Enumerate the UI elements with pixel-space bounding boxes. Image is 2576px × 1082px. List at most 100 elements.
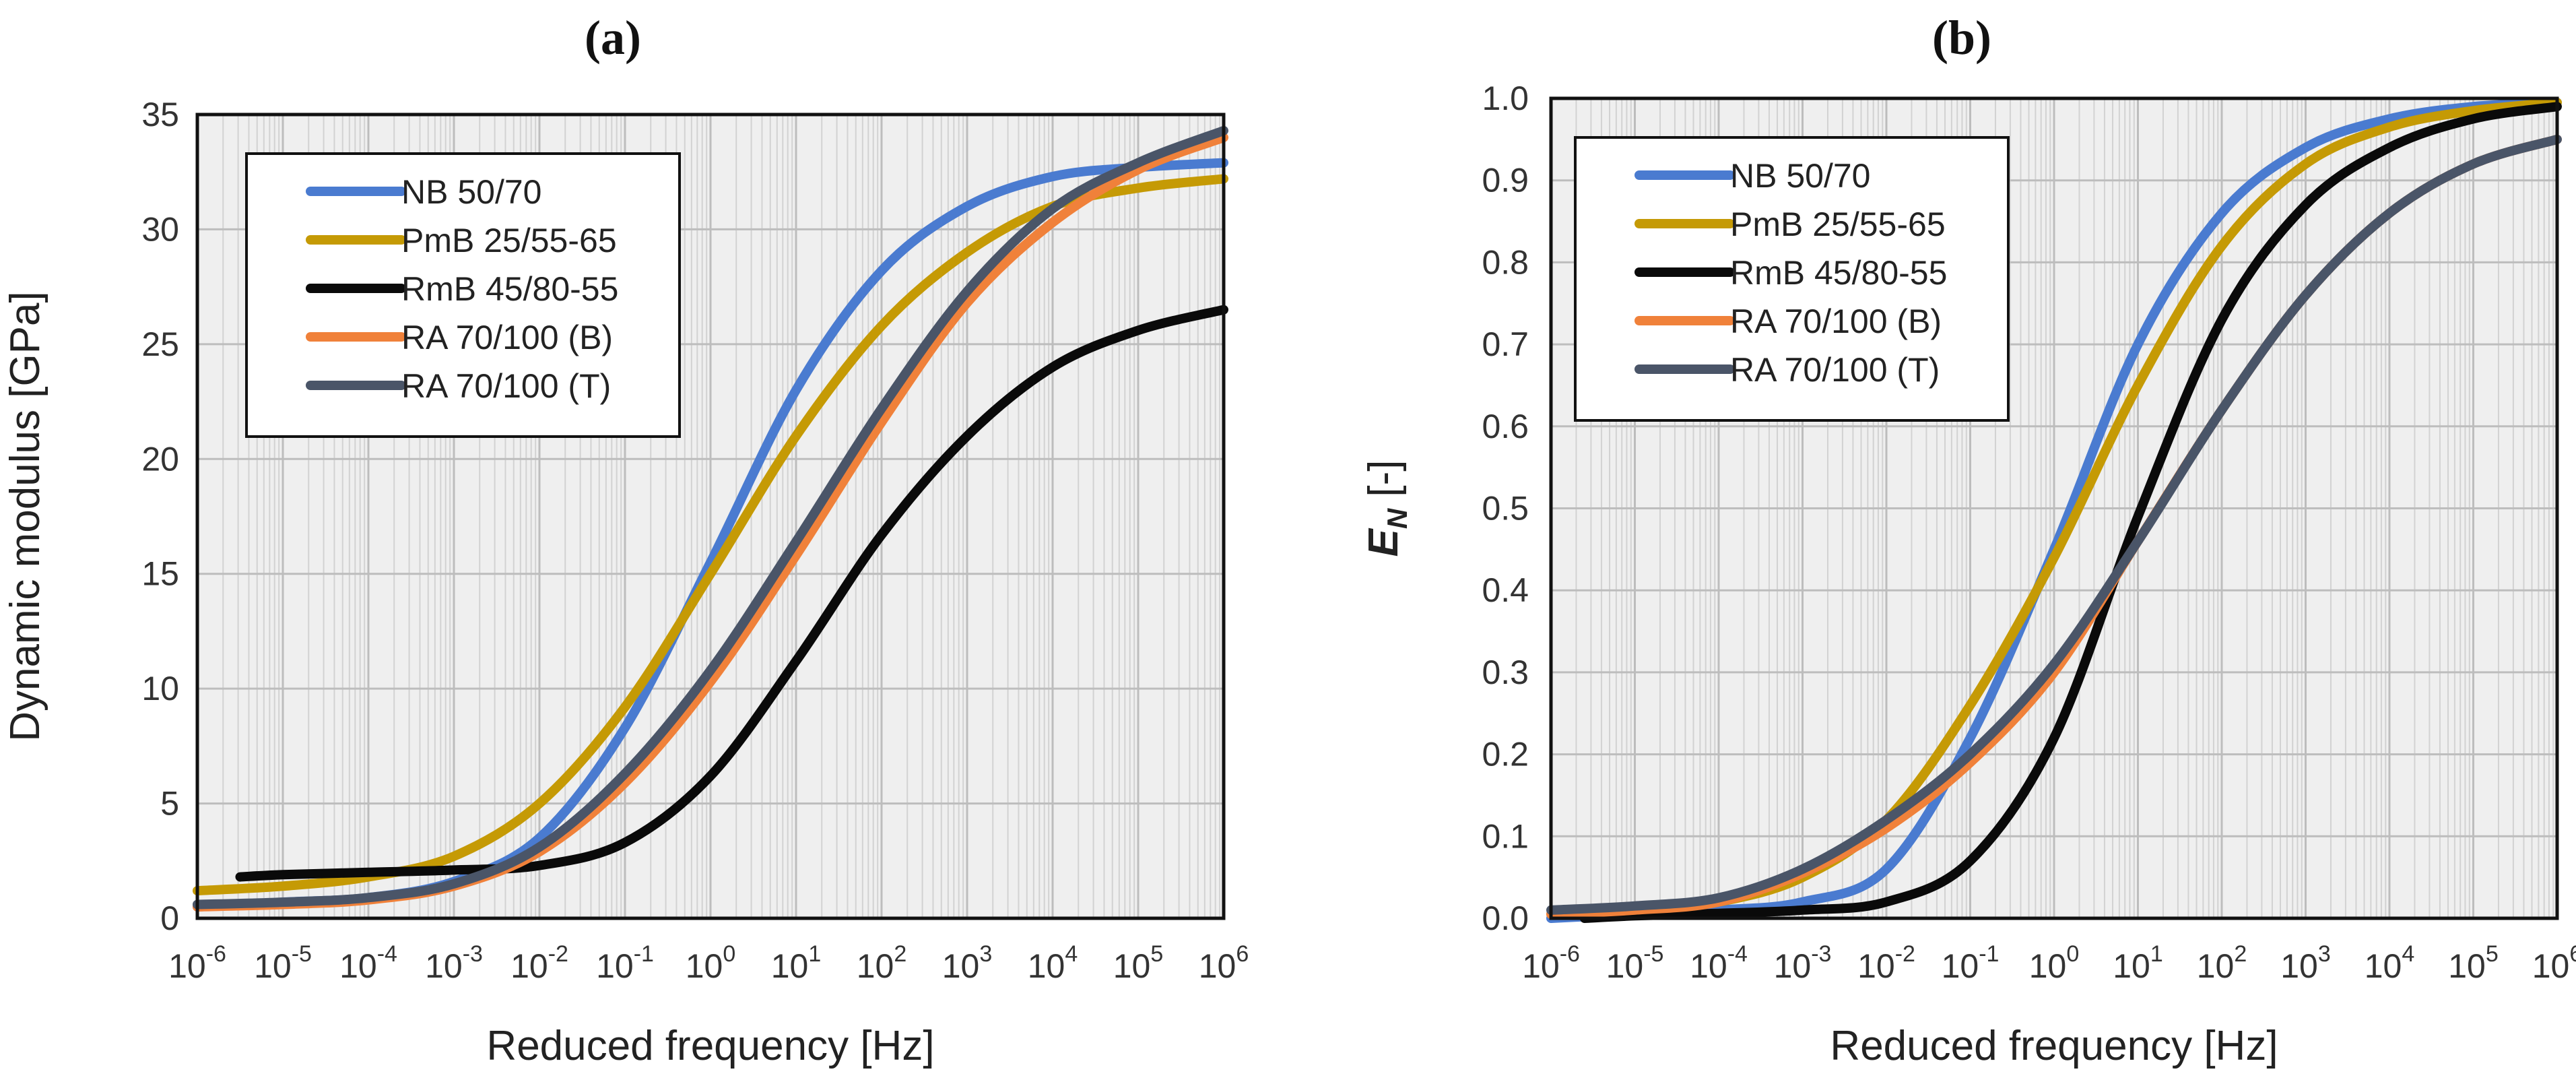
x-tick-base: 10 xyxy=(771,947,809,985)
x-tick-label: 100 xyxy=(686,941,736,985)
legend: NB 50/70 PmB 25/55-65 RmB 45/80-55 RA 70/10… xyxy=(1574,136,2010,422)
legend-label-ra-70-100-t: RA 70/100 (T) xyxy=(401,367,611,405)
x-tick-label: 105 xyxy=(2448,941,2499,985)
x-tick-base: 10 xyxy=(510,947,548,985)
x-tick-label: 102 xyxy=(2197,941,2247,985)
panel-label: (a) xyxy=(585,11,641,65)
x-tick-exponent: -1 xyxy=(1979,941,1999,967)
y-tick-label: 10 xyxy=(141,670,179,707)
x-tick-base: 10 xyxy=(339,947,377,985)
x-tick-label: 10-3 xyxy=(425,941,483,985)
x-tick-label: 10-4 xyxy=(339,941,397,985)
x-tick-base: 10 xyxy=(1690,947,1727,985)
x-tick-base: 10 xyxy=(2532,947,2570,985)
x-tick-label: 101 xyxy=(771,941,822,985)
legend-label-pmb-25-55-65: PmB 25/55-65 xyxy=(401,222,617,259)
x-tick-base: 10 xyxy=(2280,947,2318,985)
x-tick-label: 10-5 xyxy=(254,941,312,985)
y-axis-title-suffix: [-] xyxy=(1360,459,1407,508)
series-lines xyxy=(1546,98,2562,923)
x-tick-exponent: 3 xyxy=(2318,941,2331,967)
x-tick-label: 106 xyxy=(2532,941,2576,985)
x-tick-label: 10-2 xyxy=(1857,941,1915,985)
x-tick-label: 100 xyxy=(2029,941,2080,985)
x-tick-label: 101 xyxy=(2113,941,2163,985)
x-tick-exponent: 0 xyxy=(723,941,735,967)
x-tick-base: 10 xyxy=(1774,947,1812,985)
x-tick-base: 10 xyxy=(2113,947,2150,985)
x-tick-exponent: -4 xyxy=(377,941,397,967)
x-tick-exponent: -3 xyxy=(463,941,483,967)
x-tick-base: 10 xyxy=(168,947,206,985)
x-tick-base: 10 xyxy=(254,947,292,985)
y-tick-label: 20 xyxy=(141,440,179,478)
x-tick-exponent: -6 xyxy=(206,941,226,967)
y-tick-label: 0.6 xyxy=(1482,408,1529,445)
x-tick-base: 10 xyxy=(1606,947,1644,985)
x-tick-base: 10 xyxy=(2197,947,2235,985)
x-tick-exponent: -2 xyxy=(1895,941,1915,967)
legend-label-rmb-45-80-55: RmB 45/80-55 xyxy=(1730,254,1947,292)
x-tick-base: 10 xyxy=(2365,947,2402,985)
x-tick-base: 10 xyxy=(857,947,894,985)
y-tick-label: 0.4 xyxy=(1482,571,1529,609)
legend: NB 50/70 PmB 25/55-65 RmB 45/80-55 RA 70/10… xyxy=(245,152,681,438)
x-tick-base: 10 xyxy=(1028,947,1065,985)
x-tick-label: 10-4 xyxy=(1690,941,1748,985)
y-tick-label: 30 xyxy=(141,210,179,248)
x-tick-exponent: 2 xyxy=(2234,941,2247,967)
y-tick-label: 0.8 xyxy=(1482,243,1529,281)
y-tick-label: 15 xyxy=(141,555,179,593)
x-tick-label: 103 xyxy=(2280,941,2331,985)
x-tick-label: 10-6 xyxy=(1522,941,1580,985)
y-tick-label: 0.1 xyxy=(1482,817,1529,855)
x-tick-exponent: -5 xyxy=(292,941,312,967)
plot-frame xyxy=(195,113,1226,920)
y-tick-label: 0.3 xyxy=(1482,654,1529,691)
x-tick-exponent: 5 xyxy=(2486,941,2499,967)
x-tick-exponent: 4 xyxy=(2402,941,2414,967)
x-tick-label: 10-6 xyxy=(168,941,226,985)
y-axis-title: EN [-] xyxy=(1360,459,1413,556)
x-tick-exponent: 0 xyxy=(2066,941,2079,967)
x-tick-base: 10 xyxy=(2448,947,2486,985)
x-axis-title: Reduced frequency [Hz] xyxy=(1830,1023,2278,1069)
panel-label: (b) xyxy=(1932,11,1991,65)
y-axis-title: Dynamic modulus [GPa] xyxy=(2,291,48,741)
x-tick-label: 104 xyxy=(1028,941,1078,985)
x-tick-exponent: 5 xyxy=(1150,941,1163,967)
series-line-ra-70-100-t xyxy=(1546,134,2562,915)
x-tick-base: 10 xyxy=(425,947,463,985)
x-tick-exponent: -5 xyxy=(1643,941,1663,967)
y-tick-label: 0.2 xyxy=(1482,736,1529,773)
x-tick-base: 10 xyxy=(686,947,723,985)
x-tick-label: 104 xyxy=(2365,941,2415,985)
x-tick-label: 105 xyxy=(1113,941,1164,985)
x-tick-label: 10-1 xyxy=(1942,941,2000,985)
y-tick-label: 0.7 xyxy=(1482,325,1529,363)
y-tick-label: 0 xyxy=(160,899,179,937)
x-tick-exponent: 4 xyxy=(1065,941,1078,967)
series-line-rmb-45-80-55 xyxy=(235,305,1228,882)
legend-label-ra-70-100-b: RA 70/100 (B) xyxy=(1730,303,1942,340)
x-tick-base: 10 xyxy=(1199,947,1236,985)
x-tick-exponent: 6 xyxy=(1236,941,1249,967)
x-axis-title: Reduced frequency [Hz] xyxy=(486,1023,934,1069)
x-tick-label: 106 xyxy=(1199,941,1249,985)
y-axis-title-subscript: N xyxy=(1381,507,1413,529)
y-tick-label: 5 xyxy=(160,785,179,823)
y-tick-label: 0.0 xyxy=(1482,899,1529,937)
x-tick-base: 10 xyxy=(1113,947,1151,985)
x-tick-base: 10 xyxy=(1522,947,1560,985)
x-tick-exponent: 1 xyxy=(808,941,821,967)
x-tick-base: 10 xyxy=(596,947,634,985)
series-line-rmb-45-80-55 xyxy=(1579,102,2562,923)
legend-label-nb-50-70: NB 50/70 xyxy=(1730,157,1870,195)
x-tick-base: 10 xyxy=(2029,947,2067,985)
x-tick-base: 10 xyxy=(942,947,980,985)
series-line-ra-70-100-t xyxy=(193,125,1228,910)
x-tick-label: 10-3 xyxy=(1774,941,1832,985)
x-tick-exponent: -4 xyxy=(1727,941,1748,967)
